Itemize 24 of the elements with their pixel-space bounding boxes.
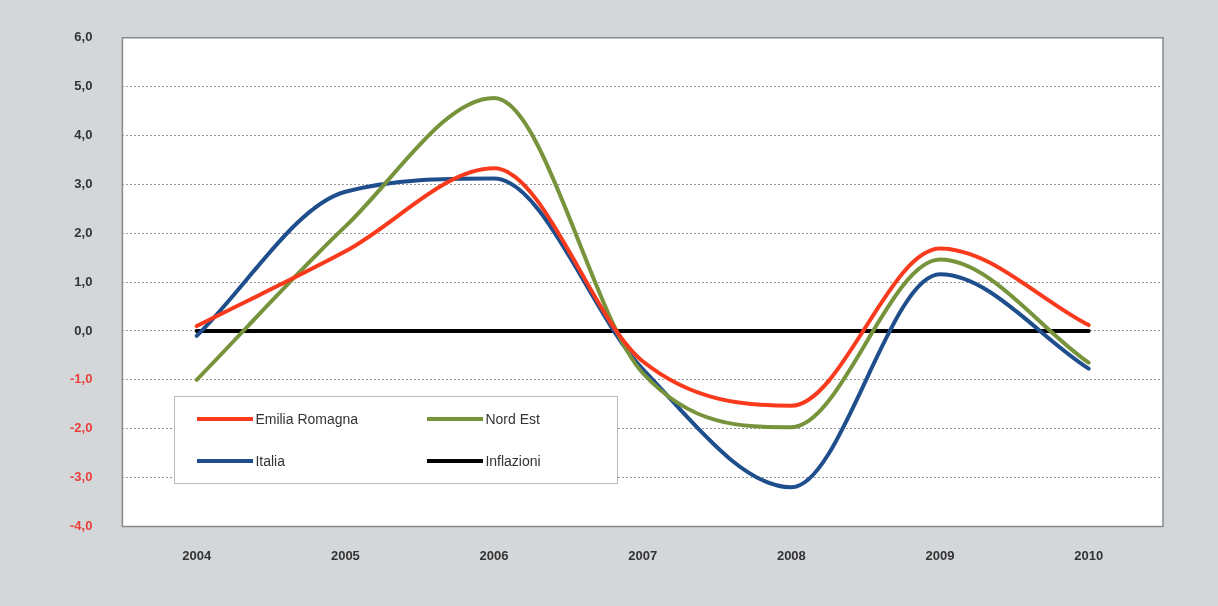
y-tick-label: 1,0 [74,273,93,289]
y-tick-label: 0,0 [74,322,93,338]
y-tick-label: 2,0 [74,224,93,240]
legend-label: Italia [255,453,285,470]
x-tick-label: 2009 [925,547,955,563]
y-tick-label: -1,0 [69,371,93,387]
x-tick-label: 2006 [479,547,509,563]
y-tick-label: -2,0 [69,420,93,436]
y-tick-label: 4,0 [74,127,93,143]
y-tick-label: 3,0 [74,175,93,191]
legend-label: Inflazioni [485,453,541,470]
x-tick-label: 2010 [1074,547,1104,563]
y-tick-label: -3,0 [69,469,93,485]
legend-label: Nord Est [485,411,540,428]
y-tick-label: -4,0 [69,517,93,533]
y-tick-label: 6,0 [74,29,93,45]
x-tick-label: 2005 [330,547,360,563]
x-tick-label: 2004 [182,547,212,563]
x-tick-label: 2008 [776,547,806,563]
y-tick-label: 5,0 [74,78,93,94]
line-series [194,95,1091,430]
x-tick-label: 2007 [628,547,658,563]
legend-label: Emilia Romagna [255,411,359,428]
line-series [194,166,1091,408]
